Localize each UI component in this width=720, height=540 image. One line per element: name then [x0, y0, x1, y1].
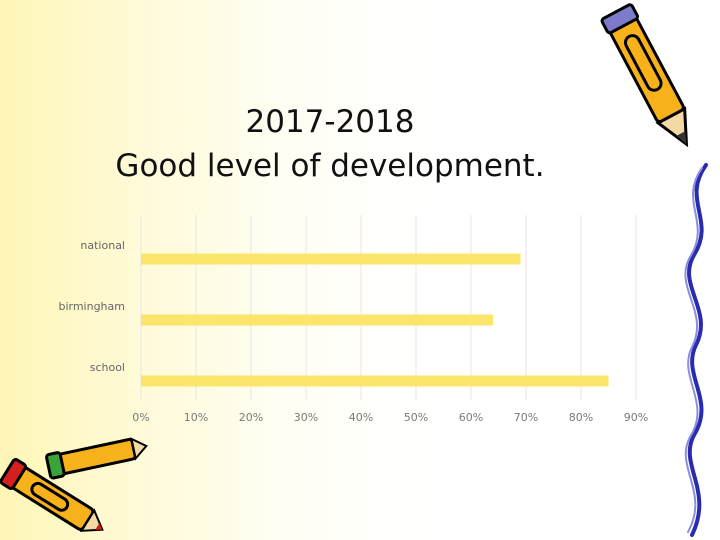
pencil-icon	[600, 3, 689, 148]
title-line-1: 2017-2018	[245, 104, 415, 140]
title-line-2: Good level of development.	[115, 148, 545, 184]
squiggle-line	[684, 163, 708, 537]
x-tick-label: 80%	[569, 411, 593, 424]
x-tick-label: 20%	[239, 411, 263, 424]
x-tick-label: 40%	[349, 411, 373, 424]
category-label: school	[90, 361, 125, 374]
x-tick-label: 90%	[624, 411, 648, 424]
category-label: birmingham	[58, 300, 125, 313]
bar-national	[141, 253, 521, 265]
x-tick-label: 70%	[514, 411, 538, 424]
x-tick-label: 10%	[184, 411, 208, 424]
bar-birmingham	[141, 314, 493, 326]
pencils-icon	[0, 437, 148, 532]
x-tick-label: 50%	[404, 411, 428, 424]
x-tick-label: 0%	[132, 411, 149, 424]
bar-school	[141, 375, 609, 387]
category-label: national	[80, 239, 125, 252]
x-tick-label: 60%	[459, 411, 483, 424]
x-tick-label: 30%	[294, 411, 318, 424]
slide-title: 2017-2018 Good level of development.	[60, 100, 600, 188]
